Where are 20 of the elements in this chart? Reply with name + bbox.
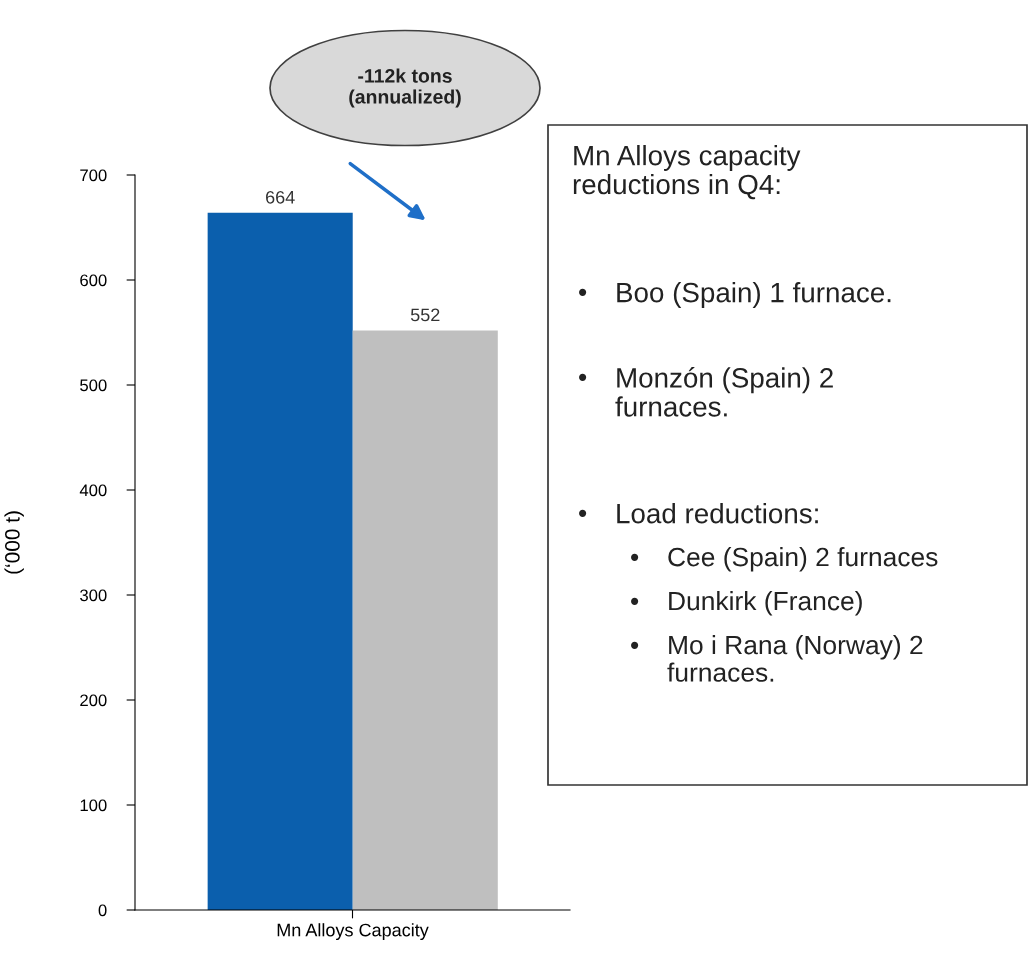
text: •Boo (Spain) 1 furnace.	[579, 282, 891, 308]
text: •Dunkirk (France)	[631, 591, 862, 616]
x-tick-label: Mn Alloys Capacity	[277, 923, 429, 941]
text: Mn Alloys capacity reductions in Q4:	[573, 145, 801, 200]
text: •Monzón (Spain) 2 furnaces.	[579, 367, 833, 417]
text: •Load reductions:	[579, 503, 818, 524]
y-tick-label: 300	[80, 589, 107, 602]
y-tick-label: 500	[80, 379, 107, 392]
text: •Cee (Spain) 2 furnaces	[631, 547, 938, 572]
y-tick-label: 200	[80, 694, 107, 707]
y-tick-label: 0	[98, 904, 107, 917]
text: -112k tons (annualized)	[349, 68, 461, 108]
y-axis-title: (‘000 t)	[4, 511, 24, 574]
y-tick-label: 600	[80, 274, 107, 287]
y-tick-label: 100	[80, 799, 107, 812]
y-tick-label: 700	[80, 169, 107, 182]
data-label: 552	[410, 308, 440, 322]
y-tick-label: 400	[79, 484, 107, 497]
text: •Mo i Rana (Norway) 2 furnaces.	[631, 635, 923, 682]
data-label: 664	[266, 190, 295, 204]
